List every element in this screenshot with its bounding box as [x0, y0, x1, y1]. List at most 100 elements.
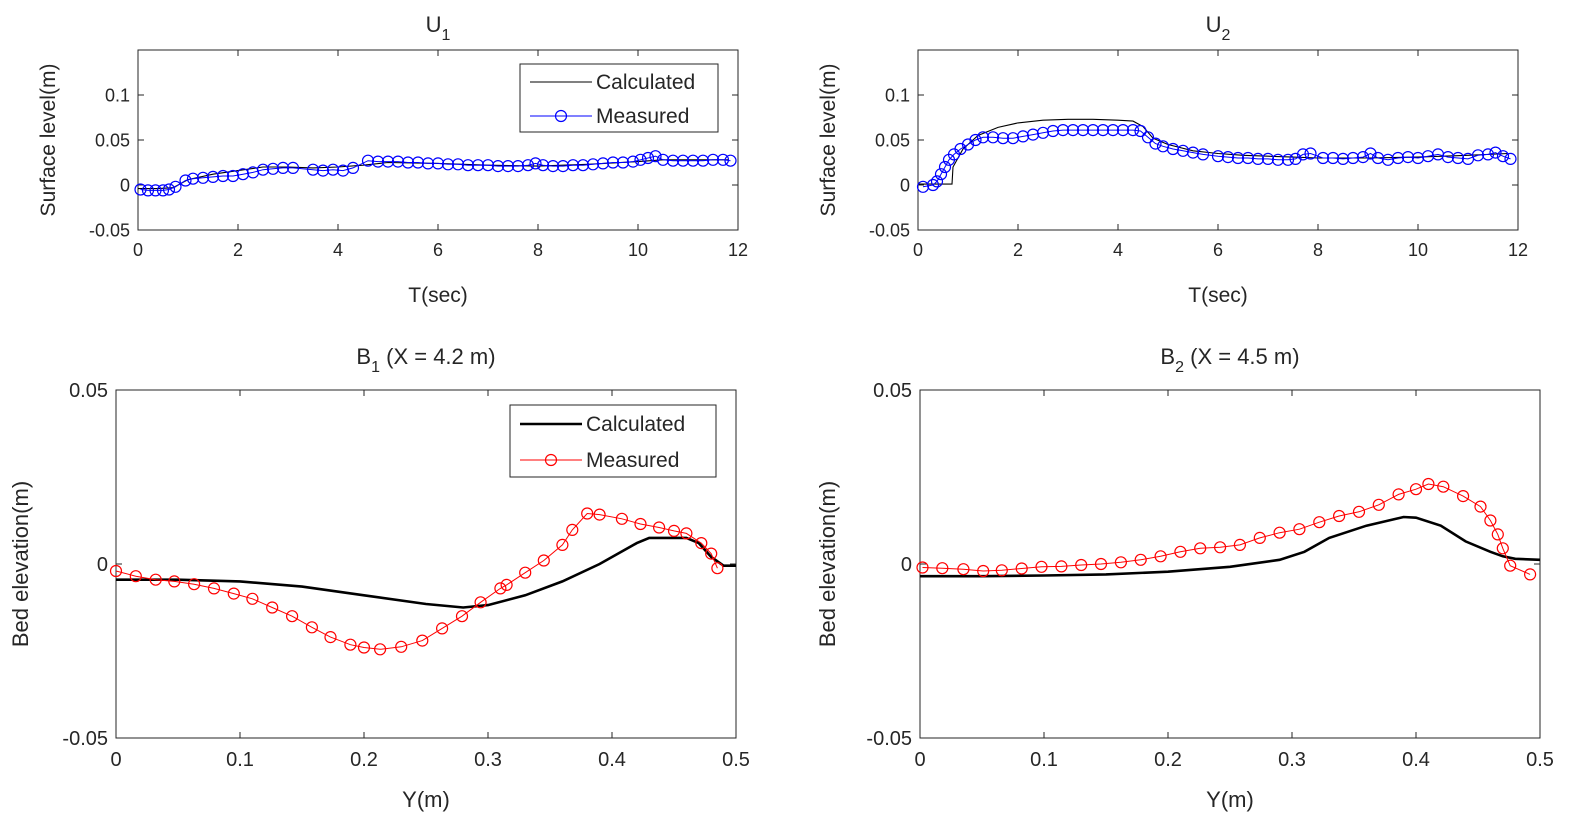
x-tick-label: 12: [1508, 240, 1528, 260]
x-tick-label: 10: [628, 240, 648, 260]
x-tick-label: 0: [913, 240, 923, 260]
data-point: [1026, 128, 1040, 141]
x-tick-label: 12: [728, 240, 748, 260]
data-point: [995, 564, 1008, 577]
data-point: [1421, 150, 1435, 163]
data-point: [1471, 149, 1485, 162]
data-point: [1346, 151, 1360, 165]
data-point: [236, 168, 250, 181]
x-tick-label: 6: [433, 240, 443, 260]
data-point: [1356, 151, 1370, 164]
data-point: [1381, 153, 1395, 166]
data-point: [1221, 151, 1235, 164]
chart-title: B1 (X = 4.2 m): [356, 344, 495, 376]
data-point: [411, 156, 425, 169]
y-tick-label: 0: [97, 554, 108, 576]
data-point: [1489, 146, 1502, 159]
data-point: [401, 156, 415, 169]
data-point: [649, 150, 662, 163]
data-point: [926, 178, 940, 192]
data-point: [1456, 490, 1470, 503]
data-point: [696, 154, 710, 167]
data-point: [1241, 151, 1255, 165]
legend-label: Calculated: [586, 413, 685, 436]
data-point: [134, 183, 147, 196]
data-point: [1096, 124, 1110, 137]
y-tick-label: 0.05: [69, 380, 108, 402]
data-point: [1186, 146, 1200, 159]
data-point: [641, 151, 655, 165]
data-point: [667, 524, 681, 538]
chart-title: U2: [1206, 12, 1231, 44]
chart-title: B2 (X = 4.5 m): [1160, 344, 1299, 376]
x-axis-label: Y(m): [1206, 787, 1254, 812]
y-tick-label: 0: [120, 175, 130, 195]
data-point: [1484, 514, 1497, 527]
data-point: [227, 587, 240, 600]
data-point: [1273, 526, 1286, 539]
data-point: [930, 175, 944, 188]
data-point: [188, 578, 201, 591]
data-point: [494, 582, 507, 595]
y-tick-label: 0: [900, 175, 910, 195]
data-point: [1491, 528, 1504, 541]
data-point: [1391, 151, 1405, 165]
x-tick-label: 2: [1013, 240, 1023, 260]
data-point: [586, 158, 600, 171]
data-point: [1496, 542, 1509, 555]
data-point: [1094, 557, 1108, 571]
data-point: [1149, 137, 1162, 150]
data-point: [1271, 153, 1285, 166]
series-measured: [916, 124, 1517, 193]
data-point: [1154, 550, 1167, 563]
data-point: [481, 159, 495, 172]
data-point: [1126, 124, 1140, 137]
data-point: [1055, 560, 1068, 573]
data-point: [1056, 124, 1070, 137]
data-point: [374, 643, 387, 656]
data-point: [1304, 147, 1317, 160]
x-tick-label: 0.1: [1030, 749, 1058, 771]
y-axis-label: Bed elevation(m): [8, 481, 33, 647]
data-point: [716, 153, 730, 166]
data-point: [436, 622, 449, 635]
data-point: [471, 159, 485, 172]
x-tick-label: 0.2: [1154, 749, 1182, 771]
data-point: [1036, 126, 1050, 139]
y-axis-label: Surface level(m): [37, 64, 60, 217]
data-point: [416, 634, 429, 647]
data-point: [149, 184, 162, 197]
series-connector-measured: [115, 512, 718, 650]
x-axis-label: T(sec): [1188, 284, 1248, 307]
data-point: [1251, 152, 1265, 165]
data-point: [169, 180, 182, 193]
y-tick-label: 0.1: [105, 85, 130, 105]
data-point: [519, 566, 532, 579]
data-point: [666, 154, 680, 167]
data-point: [1134, 553, 1147, 566]
data-point: [326, 163, 340, 176]
x-tick-label: 0.5: [1526, 749, 1554, 771]
data-point: [1281, 153, 1295, 166]
y-tick-label: 0.05: [875, 130, 910, 150]
data-point: [500, 578, 513, 592]
data-point: [324, 630, 337, 644]
data-point: [1006, 132, 1020, 145]
data-point: [286, 161, 300, 174]
y-tick-label: 0.05: [95, 130, 130, 150]
data-point: [371, 155, 385, 168]
data-point: [1016, 130, 1030, 143]
data-point: [361, 154, 375, 167]
data-point: [1481, 148, 1495, 161]
y-tick-label: -0.05: [89, 220, 130, 240]
data-point: [1253, 531, 1266, 545]
data-point: [1401, 151, 1415, 164]
data-point: [1015, 562, 1028, 575]
data-point: [256, 163, 270, 176]
data-point: [1046, 124, 1060, 138]
data-point: [706, 153, 720, 166]
